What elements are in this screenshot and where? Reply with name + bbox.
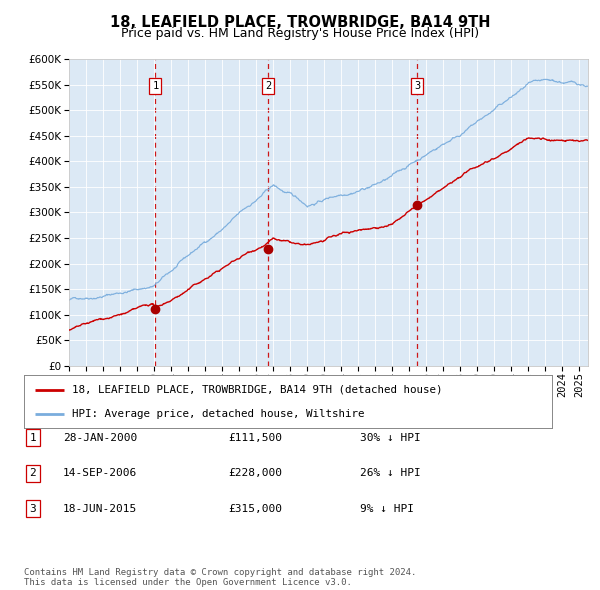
- Text: HPI: Average price, detached house, Wiltshire: HPI: Average price, detached house, Wilt…: [71, 409, 364, 419]
- Text: 2: 2: [265, 81, 271, 91]
- Text: 14-SEP-2006: 14-SEP-2006: [63, 468, 137, 478]
- Text: 3: 3: [29, 504, 37, 513]
- Text: 18-JUN-2015: 18-JUN-2015: [63, 504, 137, 513]
- Text: Contains HM Land Registry data © Crown copyright and database right 2024.
This d: Contains HM Land Registry data © Crown c…: [24, 568, 416, 587]
- Text: Price paid vs. HM Land Registry's House Price Index (HPI): Price paid vs. HM Land Registry's House …: [121, 27, 479, 40]
- Text: £111,500: £111,500: [228, 433, 282, 442]
- Text: 18, LEAFIELD PLACE, TROWBRIDGE, BA14 9TH: 18, LEAFIELD PLACE, TROWBRIDGE, BA14 9TH: [110, 15, 490, 30]
- Text: 1: 1: [152, 81, 158, 91]
- Text: 28-JAN-2000: 28-JAN-2000: [63, 433, 137, 442]
- Text: £228,000: £228,000: [228, 468, 282, 478]
- Text: 1: 1: [29, 433, 37, 442]
- Text: 9% ↓ HPI: 9% ↓ HPI: [360, 504, 414, 513]
- Text: 2: 2: [29, 468, 37, 478]
- Text: 3: 3: [414, 81, 420, 91]
- Text: £315,000: £315,000: [228, 504, 282, 513]
- Text: 26% ↓ HPI: 26% ↓ HPI: [360, 468, 421, 478]
- Text: 30% ↓ HPI: 30% ↓ HPI: [360, 433, 421, 442]
- Text: 18, LEAFIELD PLACE, TROWBRIDGE, BA14 9TH (detached house): 18, LEAFIELD PLACE, TROWBRIDGE, BA14 9TH…: [71, 385, 442, 395]
